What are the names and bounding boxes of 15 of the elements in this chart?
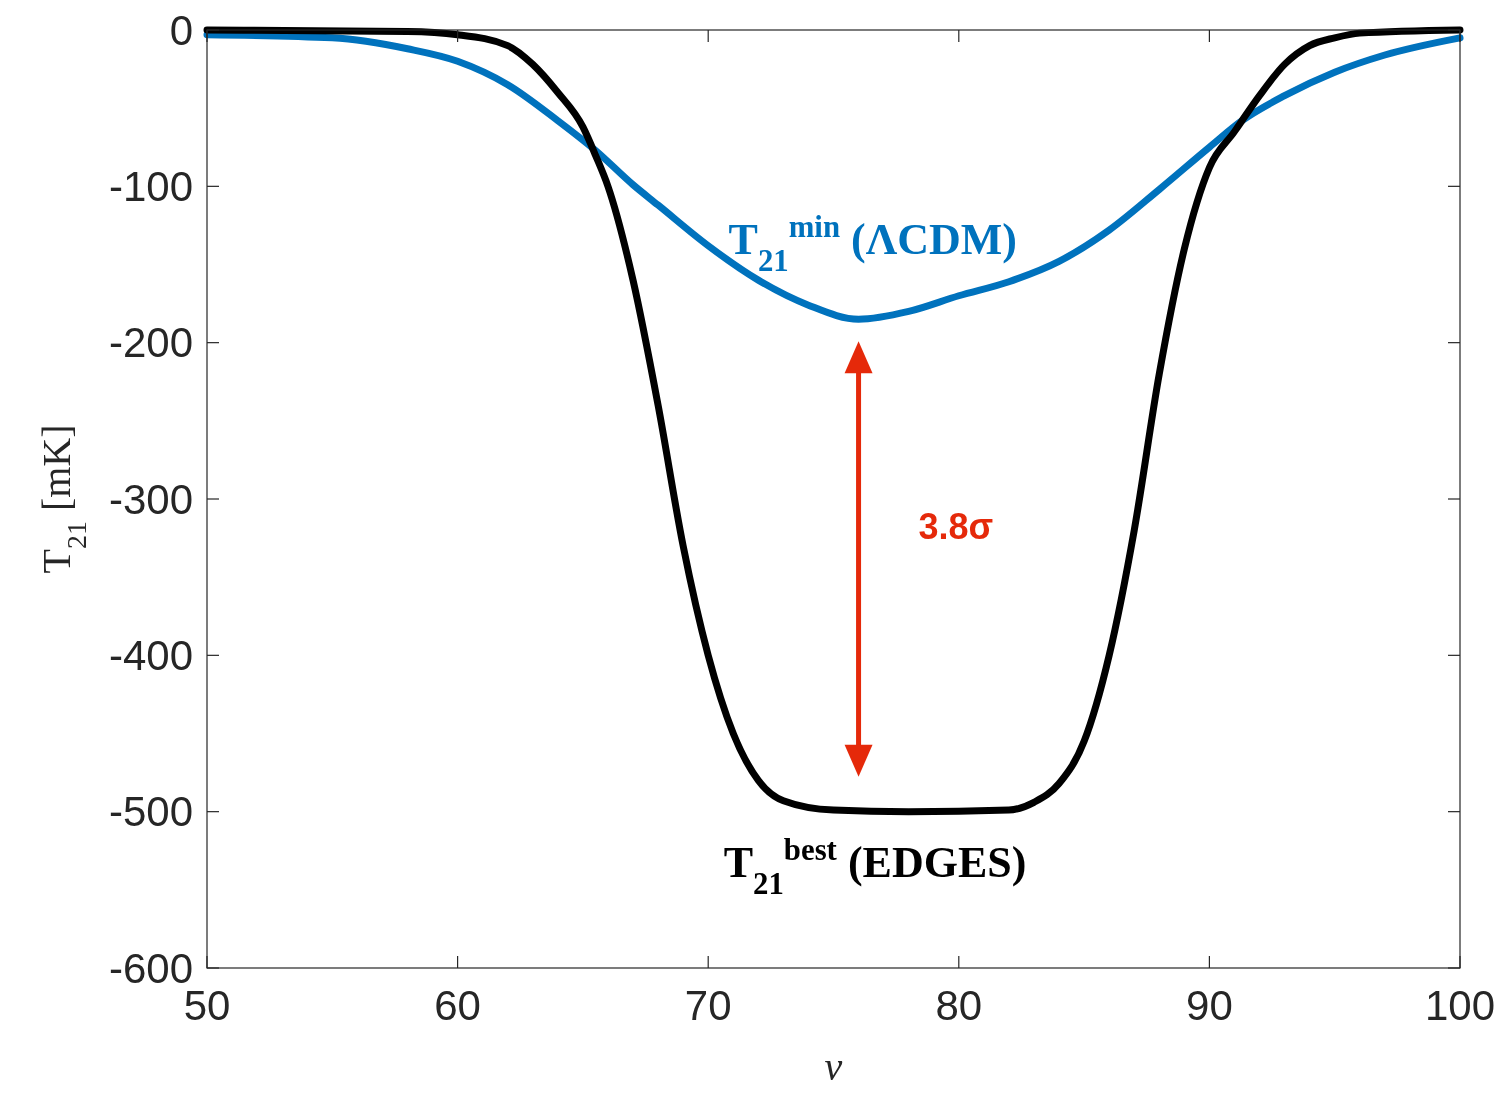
annotation: 3.8σ [918,505,994,547]
x-tick-label: 80 [935,982,983,1029]
y-tick-label: 0 [169,6,193,54]
y-tick-label: -100 [108,163,193,211]
x-axis-title: ν [824,1044,843,1089]
x-tick-label: 60 [434,982,481,1029]
x-tick-label: 90 [1186,982,1233,1029]
y-tick-label: -300 [108,475,193,523]
y-tick-label: -200 [108,319,193,367]
y-tick-label: -500 [108,788,193,836]
series-label: T$_{21}$$^{best}$ (EDGES) [723,832,1027,901]
y-tick-label: -400 [108,632,193,680]
series-label: T$_{21}$$^{min}$ (ΛCDM) [728,210,1017,279]
x-tick-label: 70 [684,982,732,1029]
x-tick-label: 100 [1424,982,1496,1029]
